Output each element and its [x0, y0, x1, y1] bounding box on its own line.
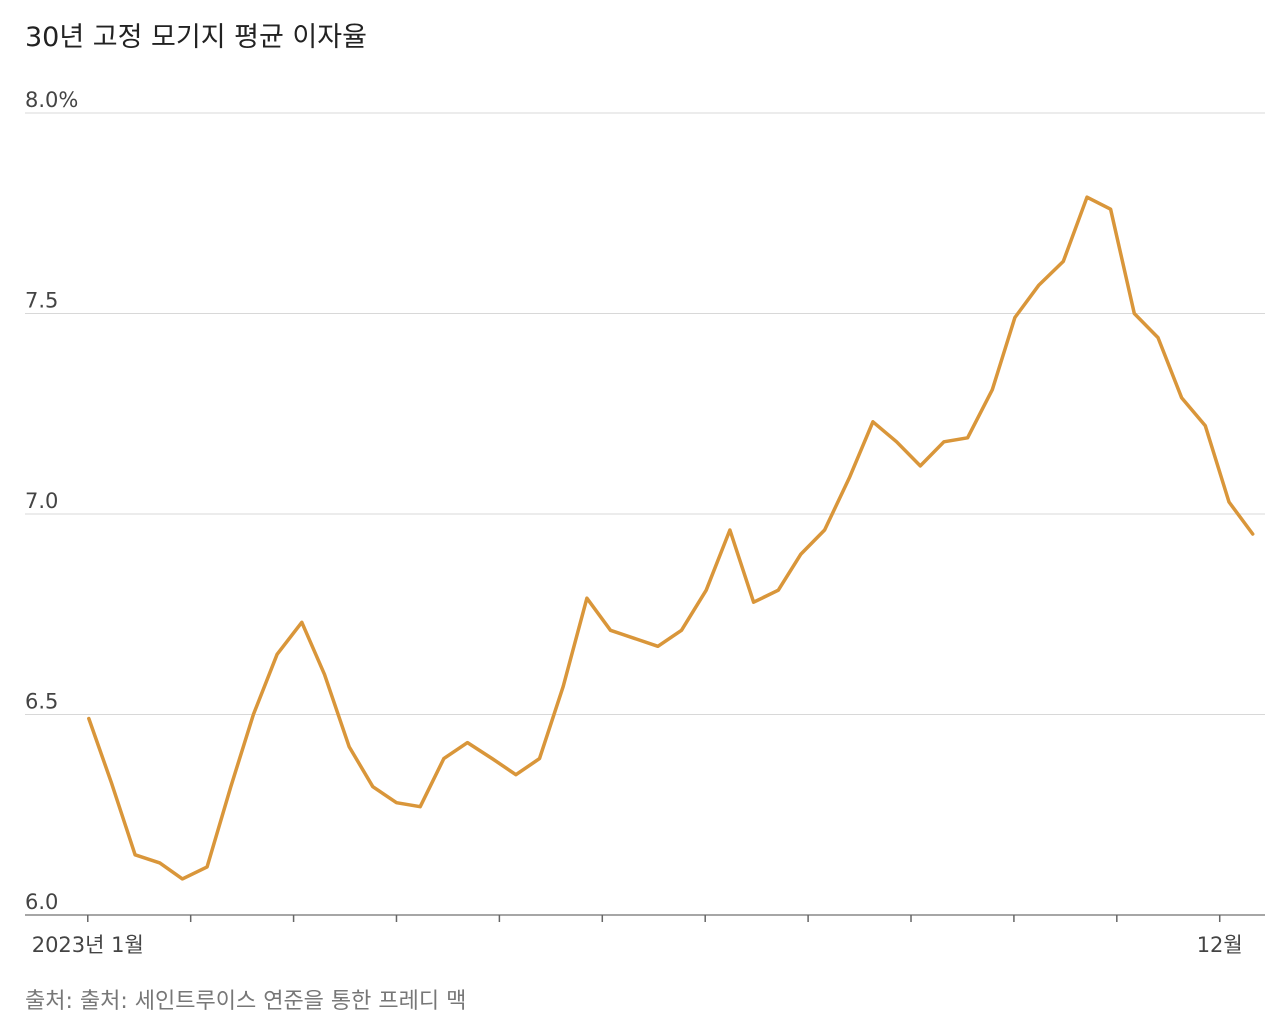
source-note: 출처: 출처: 세인트루이스 연준을 통한 프레디 맥	[25, 989, 466, 1014]
y-tick-label: 7.0	[25, 489, 58, 513]
y-tick-label: 6.0	[25, 890, 58, 914]
y-tick-label: 8.0%	[25, 88, 78, 112]
chart-title: 30년 고정 모기지 평균 이자율	[25, 22, 367, 53]
x-tick-label: 2023년 1월	[32, 933, 144, 957]
y-tick-label: 6.5	[25, 690, 58, 714]
y-tick-label: 7.5	[25, 289, 58, 313]
x-tick-label: 12월	[1197, 933, 1243, 957]
series-line	[87, 195, 1255, 881]
